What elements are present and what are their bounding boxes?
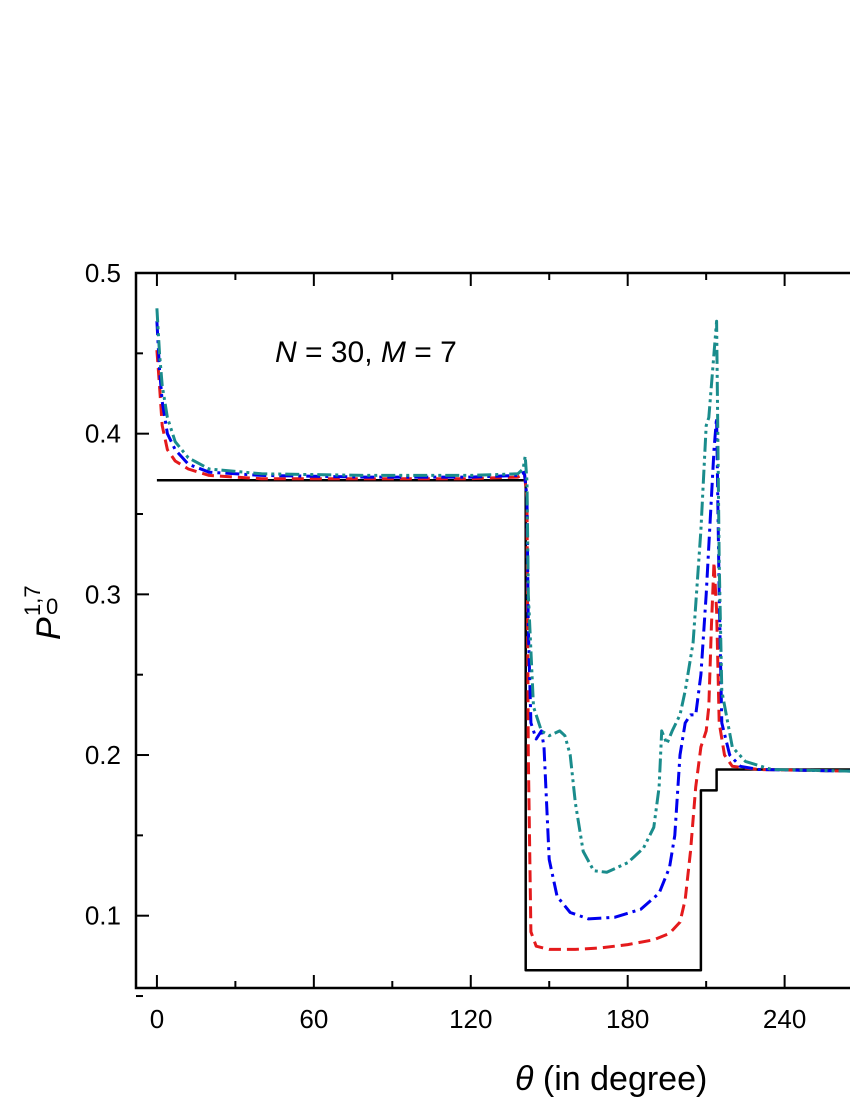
series-line-4: [155, 308, 850, 874]
y-tick-label: 0.4: [85, 419, 121, 449]
y-axis-title: P 1,7 0: [20, 585, 68, 640]
x-tick-label: 180: [606, 1004, 649, 1034]
y-axis-title-sup: 1,7: [20, 585, 45, 616]
y-axis-title-main: P: [30, 617, 68, 640]
tick-labels: 0 60 120 180 240 0.1 0.2 0.3 0.4 0.5: [85, 258, 806, 1034]
y-axis-title-sub: 0: [46, 594, 58, 619]
x-tick-label: 60: [299, 1004, 328, 1034]
x-tick-label: 240: [763, 1004, 806, 1034]
y-tick-label: 0.2: [85, 740, 121, 770]
y-tick-label: 0.3: [85, 579, 121, 609]
series-line-3: [155, 321, 850, 921]
x-tick-label: 0: [150, 1004, 164, 1034]
axes: [134, 271, 850, 998]
x-tick-label: 120: [449, 1004, 492, 1034]
series-line-2: [155, 349, 850, 951]
plot-frame: [134, 271, 850, 990]
parameter-annotation: N = 30, M = 7: [275, 336, 457, 369]
y-tick-label: 0.1: [85, 901, 121, 931]
series-line-1: [156, 479, 850, 972]
plot-lines: [155, 308, 850, 972]
y-tick-label: 0.5: [85, 258, 121, 288]
x-axis-title: θ (in degree): [515, 1060, 707, 1098]
